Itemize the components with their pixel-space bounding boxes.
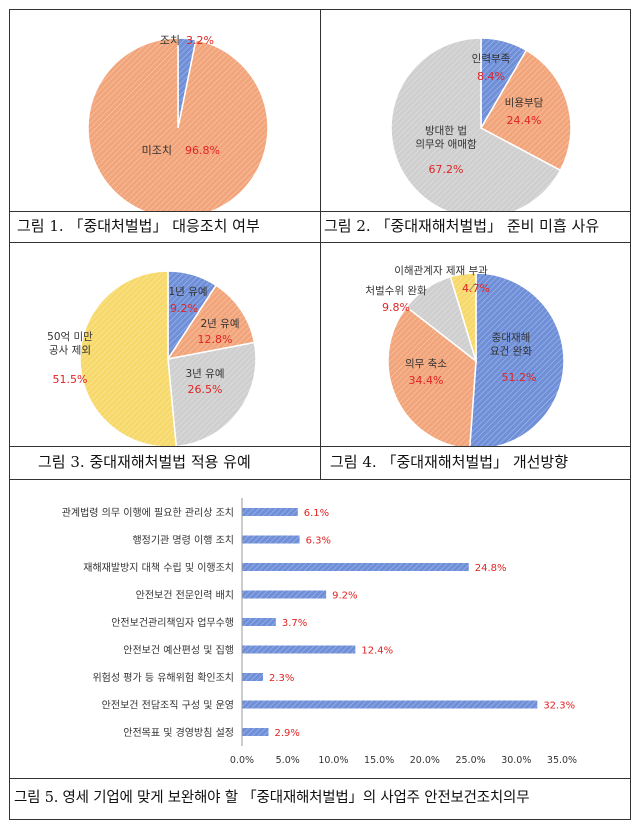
slice-value: 8.4%	[477, 70, 505, 83]
slice-value: 67.2%	[429, 163, 464, 176]
bar	[242, 645, 356, 654]
caption-fig3: 그림 3. 중대재해처벌법 적용 유예	[38, 453, 251, 471]
pie-slice	[449, 272, 477, 362]
slice-label: 1년 유예	[169, 285, 208, 298]
slice-label: 3년 유예	[186, 367, 225, 380]
bar-value-label: 6.1%	[304, 508, 329, 519]
slice-value: 9.8%	[382, 301, 410, 314]
slice-value: 12.8%	[198, 333, 233, 346]
slice-label: 이해관계자 제재 부과	[394, 264, 488, 277]
slice-value: 34.4%	[409, 374, 444, 387]
x-tick-label: 15.0%	[364, 755, 394, 766]
category-label: 관계법령 의무 이행에 필요한 관리상 조치	[62, 507, 234, 519]
bar-chart-fig5: 관계법령 의무 이행에 필요한 관리상 조치 6.1% 행정기관 명령 이행 조치 6…	[62, 498, 577, 766]
category-label: 안전보건 예산편성 및 집행	[123, 645, 234, 657]
pie-slice	[166, 284, 256, 361]
bar	[242, 618, 276, 626]
bar-value-label: 6.3%	[306, 536, 331, 547]
pie-slice	[167, 341, 257, 446]
bar-value-label: 12.4%	[361, 646, 393, 657]
bar-value-label: 24.8%	[475, 563, 507, 574]
slice-value: 4.7%	[462, 282, 490, 295]
caption-fig4: 그림 4. 「중대재해처벌법」 개선방향	[330, 453, 569, 471]
slice-value: 24.4%	[507, 114, 542, 127]
bar-value-label: 2.3%	[269, 673, 294, 684]
bar	[242, 563, 469, 571]
category-label: 행정기관 명령 이행 조치	[132, 535, 234, 547]
x-tick-label: 0.0%	[230, 755, 254, 766]
slice-value: 3.2%	[186, 34, 214, 47]
bar	[242, 700, 538, 709]
pie-slice	[469, 272, 565, 446]
pie-slice	[79, 270, 177, 446]
category-label: 위험성 평가 등 유해위험 확인조치	[92, 671, 234, 684]
x-tick-label: 5.0%	[276, 755, 300, 766]
x-tick-label: 25.0%	[455, 755, 485, 766]
bar	[242, 728, 269, 736]
pie-chart-fig2: 인력부족 8.4% 비용부담 24.4% 방대한 법 의무와 애매함 67.2%	[390, 37, 572, 211]
bar	[242, 508, 298, 516]
pie-chart-fig4: 중대재해 요건 완화 51.2% 의무 축소 34.4% 처벌수위 완화 9.8% 이해관계자…	[365, 264, 565, 446]
slice-label: 2년 유예	[201, 317, 240, 330]
slice-label: 중대재해 요건 완화	[490, 331, 532, 358]
slice-label: 조치	[160, 34, 180, 47]
x-tick-label: 30.0%	[501, 755, 531, 766]
pie-slice	[390, 37, 562, 211]
slice-label: 50억 미만 공사 제외	[47, 331, 93, 357]
category-label: 안전목표 및 경영방침 설정	[123, 726, 234, 739]
divider	[9, 778, 631, 779]
slice-label: 의무 축소	[405, 358, 447, 370]
slice-value: 51.5%	[53, 373, 88, 386]
pie-slice	[387, 305, 477, 446]
slice-value: 26.5%	[188, 383, 223, 396]
bar	[242, 535, 300, 544]
pie-slice	[479, 49, 572, 172]
pie-chart-fig1: 조치 3.2% 미조치 96.8%	[87, 34, 269, 211]
slice-label: 처벌수위 완화	[365, 284, 427, 297]
bar-value-label: 32.3%	[543, 701, 575, 712]
slice-value: 9.2%	[170, 302, 198, 315]
x-tick-label: 20.0%	[410, 755, 440, 766]
pie-chart-fig3: 1년 유예 9.2%2년 유예 12.8% 3년 유예 26.5% 50억 미만 공사 제외…	[47, 270, 257, 446]
slice-label: 미조치	[142, 144, 172, 157]
slice-label: 비용부담	[505, 97, 544, 109]
slice-label: 인력부족	[472, 53, 511, 65]
caption-fig1: 그림 1. 「중대처벌법」 대응조치 여부	[17, 217, 260, 235]
caption-fig2: 그림 2. 「중대재해처벌법」 준비 미흡 사유	[324, 217, 600, 235]
bar-value-label: 2.9%	[275, 728, 300, 739]
category-label: 안전보건 전문인력 배치	[136, 590, 234, 602]
leader-line	[468, 282, 477, 292]
category-label: 안전보건관리책임자 업무수행	[111, 616, 234, 629]
category-label: 재해재발방지 대책 수립 및 이행조치	[83, 561, 234, 574]
bar	[242, 673, 264, 681]
caption-fig5: 그림 5. 영세 기업에 맞게 보완해야 할 「중대재해처벌법」의 사업주 안전…	[14, 790, 530, 806]
bar-value-label: 9.2%	[332, 591, 357, 602]
slice-value: 51.2%	[502, 371, 537, 384]
x-tick-label: 35.0%	[547, 755, 577, 766]
divider	[9, 479, 631, 480]
divider	[320, 9, 321, 479]
slice-label: 방대한 법 의무와 애매함	[415, 125, 477, 151]
pie-slice	[87, 37, 269, 211]
bar-value-label: 3.7%	[282, 618, 307, 629]
category-label: 안전보건 전담조직 구성 및 운영	[102, 700, 234, 712]
bar	[242, 590, 327, 599]
x-tick-label: 10.0%	[318, 755, 348, 766]
slice-value: 96.8%	[185, 144, 220, 157]
